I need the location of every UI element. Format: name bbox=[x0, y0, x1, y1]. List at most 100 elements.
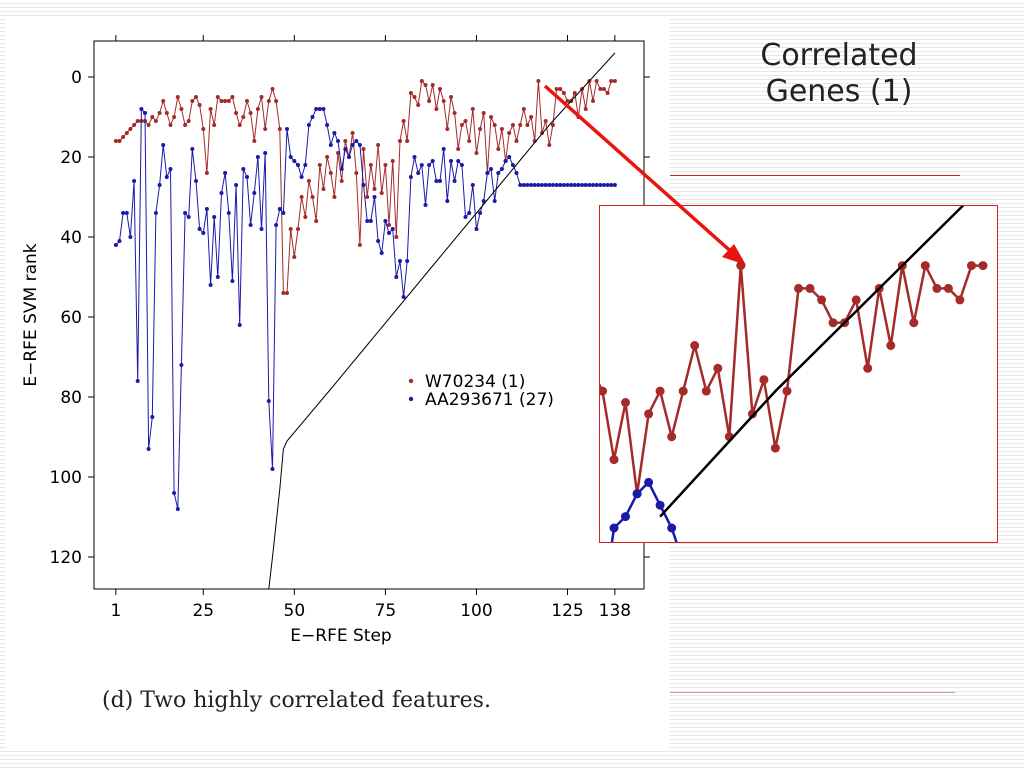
aa293671-27-point-41 bbox=[259, 227, 264, 231]
w70234-1-point-78 bbox=[394, 235, 399, 239]
w70234-1-point-113 bbox=[521, 107, 526, 111]
w70234-1-point-30 bbox=[219, 99, 224, 103]
inset-w70234-1-point-136 bbox=[955, 295, 965, 305]
w70234-1-point-138 bbox=[612, 79, 617, 83]
plot-frame bbox=[93, 40, 645, 590]
aa293671-27-point-84 bbox=[416, 171, 421, 175]
x-tick-label-138: 138 bbox=[599, 601, 631, 621]
w70234-1-point-11 bbox=[150, 115, 155, 119]
aa293671-27-point-92 bbox=[445, 199, 450, 203]
aa293671-27-point-120 bbox=[547, 183, 552, 187]
inset-w70234-1-point-115 bbox=[713, 363, 723, 373]
y-tick-label-120: 120 bbox=[50, 548, 82, 568]
aa293671-27-point-58 bbox=[321, 107, 326, 111]
aa293671-27-point-102 bbox=[481, 199, 486, 203]
w70234-1-point-119 bbox=[543, 119, 548, 123]
w70234-1-point-10 bbox=[146, 123, 151, 127]
w70234-1-point-56 bbox=[314, 219, 319, 223]
w70234-1-point-107 bbox=[499, 127, 504, 131]
w70234-1-point-12 bbox=[153, 119, 158, 123]
aa293671-27-point-130 bbox=[583, 183, 588, 187]
inset-w70234-1-point-114 bbox=[701, 386, 711, 396]
aa293671-27-point-114 bbox=[525, 183, 530, 187]
aa293671-27-point-30 bbox=[219, 191, 224, 195]
legend: W70234 (1) AA293671 (27) bbox=[408, 372, 554, 410]
inset-w70234-1-point-111 bbox=[667, 432, 677, 442]
w70234-1-point-84 bbox=[416, 103, 421, 107]
aa293671-27-point-111 bbox=[514, 171, 519, 175]
w70234-1-point-115 bbox=[529, 115, 534, 119]
y-axis-title: E−RFE SVM rank bbox=[21, 243, 41, 386]
aa293671-27-point-119 bbox=[543, 183, 548, 187]
inset-w70234-1-point-127 bbox=[851, 295, 861, 305]
w70234-1-point-64 bbox=[343, 139, 348, 143]
aa293671-27-point-80 bbox=[401, 295, 406, 299]
inset-w70234-1-line bbox=[600, 261, 983, 494]
aa293671-27-point-71 bbox=[368, 219, 373, 223]
zoom-inset bbox=[599, 205, 998, 543]
aa293671-27-point-115 bbox=[529, 183, 534, 187]
w70234-1-point-33 bbox=[230, 95, 235, 99]
inset-w70234-1-point-105 bbox=[600, 386, 607, 396]
figure-caption: (d) Two highly correlated features. bbox=[102, 688, 491, 713]
inset-series-2-line bbox=[659, 206, 965, 518]
aa293671-27-point-54 bbox=[306, 123, 311, 127]
aa293671-27-point-134 bbox=[598, 183, 603, 187]
w70234-1-point-81 bbox=[405, 139, 410, 143]
aa293671-27-point-113 bbox=[521, 183, 526, 187]
aa293671-27-point-72 bbox=[372, 195, 377, 199]
w70234-1-point-36 bbox=[241, 115, 246, 119]
aa293671-27-point-1 bbox=[113, 243, 118, 247]
aa293671-27-point-48 bbox=[285, 127, 289, 131]
aa293671-27-point-36 bbox=[241, 167, 246, 171]
w70234-1-point-2 bbox=[117, 139, 122, 143]
w70234-1-point-21 bbox=[186, 119, 191, 123]
aa293671-27-point-86 bbox=[423, 203, 428, 207]
w70234-1-point-4 bbox=[124, 131, 129, 135]
aa293671-27-point-29 bbox=[215, 275, 220, 279]
inset-aa293671-27-point-108 bbox=[632, 489, 642, 499]
w70234-1-point-13 bbox=[157, 111, 162, 115]
title-divider bbox=[670, 175, 960, 176]
aa293671-27-point-125 bbox=[565, 183, 570, 187]
w70234-1-point-121 bbox=[550, 123, 555, 127]
aa293671-27-point-131 bbox=[587, 183, 592, 187]
w70234-1-point-95 bbox=[456, 147, 461, 151]
w70234-1-point-51 bbox=[296, 227, 300, 231]
w70234-1-point-28 bbox=[212, 123, 217, 127]
w70234-1-point-25 bbox=[201, 127, 206, 131]
y-tick-label-0: 0 bbox=[71, 68, 82, 88]
w70234-1-point-3 bbox=[121, 135, 126, 139]
aa293671-27-point-39 bbox=[252, 191, 257, 195]
legend-marker-aa293671 bbox=[408, 396, 414, 402]
w70234-1-point-85 bbox=[419, 79, 424, 83]
w70234-1-point-89 bbox=[434, 107, 439, 111]
aa293671-27-point-34 bbox=[234, 183, 239, 187]
aa293671-27-point-73 bbox=[376, 239, 381, 243]
w70234-1-point-67 bbox=[354, 171, 359, 175]
inset-w70234-1-point-107 bbox=[621, 398, 630, 407]
w70234-1-point-47 bbox=[281, 291, 286, 295]
w70234-1-point-20 bbox=[183, 123, 188, 127]
aa293671-27-point-5 bbox=[128, 235, 133, 239]
aa293671-27-point-108 bbox=[503, 159, 508, 163]
w70234-1-point-43 bbox=[266, 99, 271, 103]
aa293671-27-point-79 bbox=[398, 259, 402, 263]
legend-label-aa293671: AA293671 (27) bbox=[425, 390, 554, 410]
inset-w70234-1-point-113 bbox=[690, 341, 700, 350]
aa293671-27-point-51 bbox=[296, 163, 300, 167]
w70234-1-point-1 bbox=[113, 139, 118, 143]
aa293671-27-point-67 bbox=[354, 139, 359, 143]
w70234-1-point-70 bbox=[365, 195, 370, 199]
aa293671-27-point-68 bbox=[357, 143, 362, 147]
w70234-1-point-80 bbox=[401, 119, 406, 123]
x-tick-label-100: 100 bbox=[460, 601, 492, 621]
aa293671-27-point-124 bbox=[561, 183, 566, 187]
aa293671-27-point-13 bbox=[157, 183, 162, 187]
aa293671-27-point-18 bbox=[175, 507, 180, 511]
aa293671-27-point-46 bbox=[277, 207, 282, 211]
aa293671-27-point-78 bbox=[394, 275, 399, 279]
aa293671-27-point-20 bbox=[183, 211, 188, 215]
inset-w70234-1-point-125 bbox=[828, 318, 838, 328]
slide-title: Correlated Genes (1) bbox=[700, 38, 978, 110]
